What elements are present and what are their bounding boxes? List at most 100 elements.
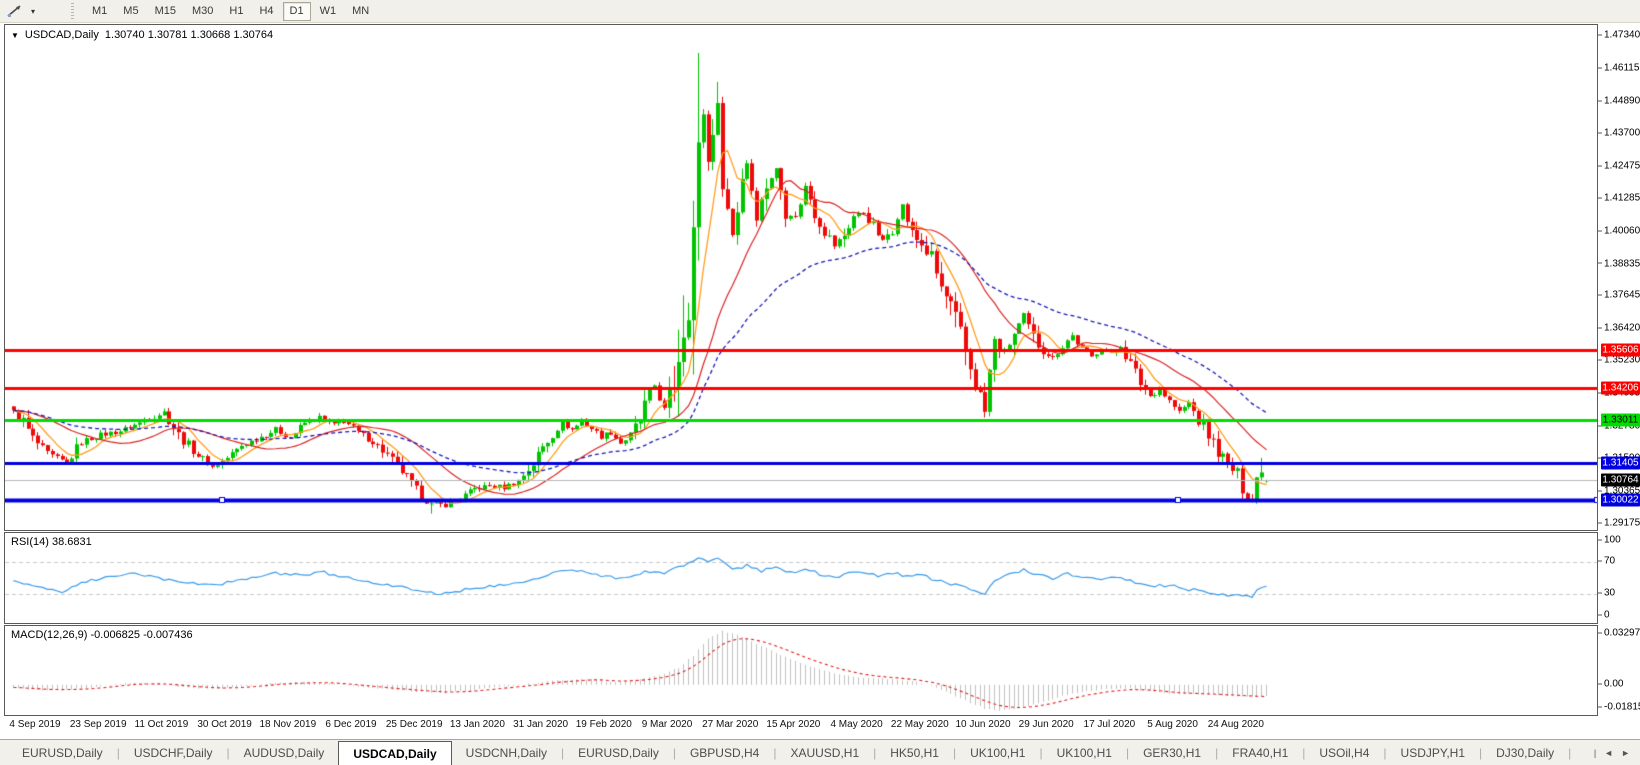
date-tick: 6 Dec 2019: [325, 719, 377, 730]
chart-tab-usdchf-daily[interactable]: USDCHF,Daily: [133, 745, 213, 760]
tick-mark: [1598, 197, 1602, 199]
chart-tab-usdcad-daily[interactable]: USDCAD,Daily: [338, 741, 452, 765]
date-tick: 5 Aug 2020: [1147, 719, 1198, 730]
chart-tab-dj30-daily[interactable]: DJ30,Daily: [1496, 745, 1555, 760]
symbol-dropdown-icon[interactable]: ▼: [11, 30, 19, 40]
chart-tab-uk100-h1[interactable]: UK100,H1: [1056, 745, 1112, 760]
rsi-panel: RSI(14) 38.6831: [4, 532, 1598, 624]
chart-tab-usdjpy-h1[interactable]: USDJPY,H1: [1400, 745, 1466, 760]
tick-mark: [1598, 67, 1602, 69]
date-tick: 22 May 2020: [890, 719, 949, 730]
price-badge-1.30764: 1.30764: [1601, 473, 1640, 487]
chart-tab-hk50-h1[interactable]: HK50,H1: [890, 745, 939, 760]
rsi-tick-0: 0: [1598, 610, 1640, 621]
chart-tab-eurusd-daily[interactable]: EURUSD,Daily: [22, 745, 103, 760]
price-tick-1.36420: 1.36420: [1598, 323, 1640, 334]
timeframe-button-m30[interactable]: M30: [191, 5, 214, 17]
tick-mark: [1598, 614, 1602, 616]
tick-mark: [1598, 706, 1602, 708]
chart-tabbar: EURUSD,Daily | USDCHF,Daily | AUDUSD,Daily US…: [0, 739, 1640, 765]
date-tick: 25 Dec 2019: [385, 719, 443, 730]
chart-tab-eurusd-daily[interactable]: EURUSD,Daily: [578, 745, 659, 760]
rsi-value: 38.6831: [51, 536, 92, 548]
tick-mark: [1598, 230, 1602, 231]
macd-tick--0.018154: -0.018154: [1598, 702, 1640, 713]
chart-tab-audusd-daily[interactable]: AUDUSD,Daily: [243, 745, 325, 760]
timeframe-button-m5[interactable]: M5: [123, 5, 139, 17]
tick-mark: [1598, 34, 1602, 36]
tick-mark: [1598, 100, 1602, 102]
macd-panel: MACD(12,26,9) -0.006825 -0.007436: [4, 625, 1598, 716]
rsi-canvas[interactable]: [5, 533, 1597, 623]
trendline-tool-icon[interactable]: [4, 2, 26, 20]
price-tick-1.43700: 1.43700: [1598, 127, 1640, 138]
date-tick: 24 Aug 2020: [1207, 719, 1264, 730]
toolbar: ▾ M1 M5 M15 M30 H1 H4 D1 W1 MN: [0, 0, 1640, 23]
chart-tab-fra40-h1[interactable]: FRA40,H1: [1232, 745, 1289, 760]
tick-mark: [1598, 683, 1602, 685]
chart-symbol: USDCAD,Daily: [24, 29, 99, 41]
timeframe-buttons: M1 M5 M15 M30 H1 H4 D1 W1 MN: [85, 1, 376, 21]
price-badge-1.35606: 1.35606: [1601, 343, 1640, 357]
tab-separator: |: [1215, 745, 1219, 760]
price-tick-1.37645: 1.37645: [1598, 290, 1640, 301]
chart-tab-usdcnh-daily[interactable]: USDCNH,Daily: [465, 745, 548, 760]
chart-tab-ger30-h1[interactable]: GER30,H1: [1143, 745, 1202, 760]
date-tick: 18 Nov 2019: [259, 719, 317, 730]
date-tick: 30 Oct 2019: [197, 719, 252, 730]
tick-mark: [1598, 522, 1602, 524]
date-tick: 15 Apr 2020: [766, 719, 821, 730]
price-tick-1.47340: 1.47340: [1598, 30, 1640, 41]
tool-dropdown-caret-icon[interactable]: ▾: [30, 6, 35, 16]
tab-separator: |: [226, 745, 230, 760]
price-axis: 1.47340 1.46115 1.44890 1.43700 1.42475 1.412…: [1598, 24, 1640, 716]
date-tick: 4 May 2020: [830, 719, 883, 730]
chart-tab-gbpusd-h4[interactable]: GBPUSD,H4: [689, 745, 760, 760]
tick-mark: [1598, 632, 1602, 634]
macd-canvas[interactable]: [5, 626, 1597, 715]
timeframe-button-m1[interactable]: M1: [92, 5, 108, 17]
price-tick-1.46115: 1.46115: [1598, 63, 1640, 74]
price-tick-1.40060: 1.40060: [1598, 225, 1640, 236]
chart-ohlc-values: 1.30740 1.30781 1.30668 1.30764: [104, 29, 274, 41]
rsi-label: RSI(14) 38.6831: [11, 536, 92, 548]
macd-label: MACD(12,26,9) -0.006825 -0.007436: [11, 629, 193, 641]
rsi-tick-70: 70: [1598, 556, 1640, 567]
date-tick: 31 Jan 2020: [513, 719, 569, 730]
timeframe-button-h4[interactable]: H4: [259, 5, 274, 17]
tab-separator: |: [672, 745, 676, 760]
chart-tab-xauusd-h1[interactable]: XAUUSD,H1: [790, 745, 860, 760]
tick-mark: [1598, 425, 1602, 427]
date-tick: 4 Sep 2019: [9, 719, 61, 730]
tab-scroll-right-icon[interactable]: ►: [1621, 747, 1630, 758]
tab-separator: |: [773, 745, 777, 760]
macd-tick-0.00: 0.00: [1598, 678, 1640, 689]
tab-separator: |: [1302, 745, 1306, 760]
date-tick: 11 Oct 2019: [134, 719, 189, 730]
tick-mark: [1598, 359, 1602, 361]
tab-scroll-left-icon[interactable]: ◄: [1604, 747, 1614, 758]
price-tick-1.41285: 1.41285: [1598, 192, 1640, 203]
tick-mark: [1598, 592, 1602, 594]
timeframe-button-w1[interactable]: W1: [319, 5, 337, 17]
price-tick-1.44890: 1.44890: [1598, 95, 1640, 106]
tick-mark: [1598, 392, 1602, 394]
timeframe-button-h1[interactable]: H1: [229, 5, 244, 17]
timeframe-button-m15[interactable]: M15: [154, 5, 176, 17]
timeframe-button-mn[interactable]: MN: [352, 5, 370, 17]
tick-mark: [1598, 560, 1602, 562]
chart-tab-usoil-h4[interactable]: USOil,H4: [1319, 745, 1370, 760]
tab-separator: |: [1039, 745, 1043, 760]
chart-tab-uk100-h1[interactable]: UK100,H1: [970, 745, 1026, 760]
tab-separator: |: [116, 745, 120, 760]
toolbar-grip[interactable]: [70, 3, 75, 19]
date-tick: 17 Jul 2020: [1083, 719, 1136, 730]
timeframe-button-d1[interactable]: D1: [282, 1, 311, 21]
tick-mark: [1598, 490, 1602, 492]
chart-tab-china300-h1[interactable]: CHINA300,H1: [1571, 740, 1584, 765]
main-chart-canvas[interactable]: [5, 25, 1597, 530]
chart-tabs: EURUSD,Daily | USDCHF,Daily | AUDUSD,Daily US…: [0, 740, 1584, 765]
price-badge-1.30022: 1.30022: [1601, 493, 1640, 507]
macd-tick-0.032972: 0.032972: [1598, 628, 1640, 639]
